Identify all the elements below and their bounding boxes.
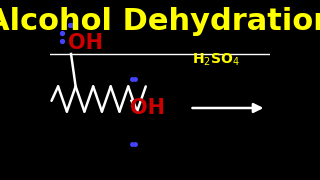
Text: OH: OH — [131, 98, 165, 118]
Text: H$_2$SO$_4$: H$_2$SO$_4$ — [192, 51, 240, 68]
Text: OH: OH — [68, 33, 103, 53]
Text: Alcohol Dehydration: Alcohol Dehydration — [0, 7, 320, 36]
